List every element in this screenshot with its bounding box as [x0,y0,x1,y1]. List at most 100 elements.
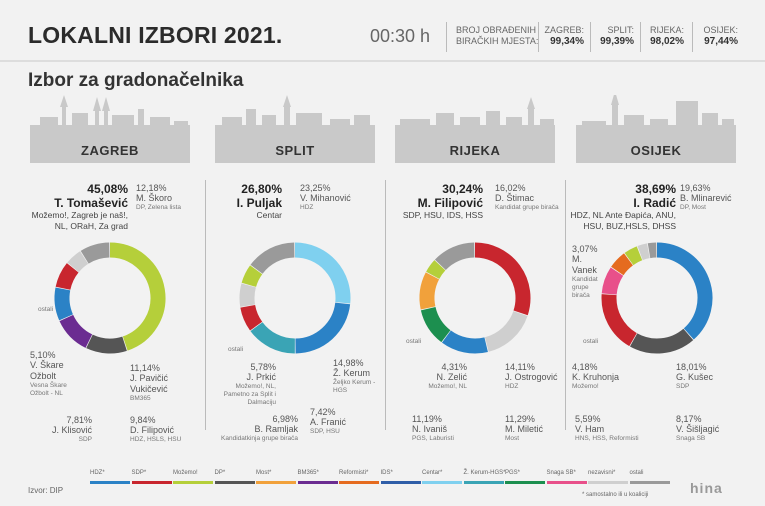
candidate-party: PGS, Laburisti [412,435,454,442]
count-value: 97,44% [704,36,738,47]
legend-swatch [505,481,545,484]
candidate-party: Kandidatkinja grupe birača [221,435,298,442]
candidate-party: HNS, HSS, Reformisti [575,435,639,442]
candidate-name: J. Ostrogović [505,372,558,382]
candidate-pct: 6,98% [272,414,298,424]
legend-label: PGS* [505,470,521,476]
city-name-zagreb: ZAGREB [81,143,139,158]
candidate-name: J. Prkić [246,372,276,382]
candidate-label: 23,25% V. Mihanović HDZ [300,183,375,212]
legend-swatch [256,481,296,484]
candidate-pct: 7,81% [66,415,92,425]
candidate-party: BM365 [130,395,151,402]
winner-party: HDZ, NL Ante Đapića, ANU, HSU, BUZ,HSLS,… [570,210,676,231]
city-band-zagreb [30,137,190,163]
header-divider [538,22,539,52]
candidate-pct: 4,31% [441,362,467,372]
candidate-label: 12,18% M. Škoro DP, Zelena lista [136,183,206,212]
legend-swatch [629,481,670,484]
others-label: ostali [228,346,244,353]
legend-label: ostali [629,470,644,476]
candidate-name: B. Ramljak [254,424,298,434]
candidate-party: HDZ, HSLS, HSU [130,436,182,443]
candidate-pct: 23,25% [300,183,331,193]
legend-swatch [422,481,462,484]
legend-label: IDS* [380,470,393,476]
candidate-pct: 11,14% [130,363,160,373]
processed-label-line1: BROJ OBRAĐENIH [456,25,537,35]
others-label: ostali [583,338,599,345]
count-city: ZAGREB: [544,25,584,35]
candidate-pct: 11,29% [505,414,535,424]
donut-slice-v-ham [611,253,634,276]
update-time: 00:30 h [370,26,431,46]
candidate-pct: 11,19% [412,414,442,424]
winner-label-osijek: 38,69% I. Radić HDZ, NL Ante Đapića, ANU… [568,182,676,231]
candidate-name: J. Klisović [51,425,92,435]
donut-slice-a-frani- [240,304,263,331]
candidate-name: N. Ivaniš [412,424,448,434]
candidate-pct: 18,01% [676,362,707,372]
donut-slice-ostali [80,242,110,264]
candidate-name: D. Štimac [495,193,535,203]
header-divider [640,22,641,52]
donut-slice-m-filipovi- [474,242,531,316]
candidate-name: A. Franić [310,417,347,427]
winner-pct: 26,80% [241,182,282,196]
legend-swatch [90,481,130,484]
donut-chart-zagreb [54,242,166,354]
donut-slice-n-ivani- [419,272,440,310]
candidate-name: Ž. Kerum [333,368,371,378]
donut-slice-j-ostrogovi- [441,330,488,354]
candidate-pct: 4,18% [572,362,598,372]
candidate-label: 7,81% J. Klisović SDP [30,415,92,444]
count-value: 99,34% [550,36,584,47]
candidate-label: 5,78% J. Prkić Možemo!, NL, Pametno za S… [218,362,276,407]
donut-slice-ostali [250,242,295,275]
donut-slice-n-zeli- [426,260,446,280]
legend-swatch [131,481,172,484]
legend-label: BM365* [297,470,319,476]
candidate-label: 7,42% A. Franić SDP, HSU [310,407,365,436]
candidate-label: 9,84% D. Filipović HDZ, HSLS, HSU [130,415,205,444]
candidate-party: SDP, HSU [310,428,340,435]
donut-chart-osijek [601,242,713,354]
count-osijek: OSIJEK: 97,44% [694,25,738,47]
subtitle: Izbor za gradonačelnika [28,70,244,91]
donut-slice-b-mlinarevi- [629,328,694,354]
count-split: SPLIT: 99,39% [592,25,634,47]
legend-label: Ž. Kerum-HGS* [463,470,506,476]
legend-swatch [546,481,587,484]
legend-swatch [380,481,421,484]
donut-slice-d-timac [484,310,528,352]
winner-label-zagreb: 45,08% T. Tomašević Možemo!, Zagreb je n… [30,182,128,231]
winner-pct: 38,69% [635,182,676,196]
processed-label-line2: BIRAČKIH MJESTA: [456,36,539,46]
candidate-pct: 5,10% [30,350,56,360]
header-divider [590,22,591,52]
skyline-illustration [30,95,736,139]
legend-label: Most* [256,470,272,476]
winner-pct: 45,08% [87,182,128,196]
candidate-pct: 16,02% [495,183,526,193]
legend-label: SDP* [131,470,147,476]
candidate-party: DP, Most [680,204,706,211]
candidate-name: V. Škare Ožbolt [30,360,64,381]
donut-chart-split [239,242,351,354]
donut-slice--kerum [250,321,296,354]
candidate-name: N. Zelić [436,372,467,382]
donut-chart-rijeka [419,242,531,354]
source-label: Izvor: DIP [28,486,64,495]
candidate-label: 11,14% J. Pavičić Vukičević BM365 [130,363,200,403]
candidate-pct: 8,17% [676,414,702,424]
donut-slice-g-ku-ec [601,294,638,347]
candidate-label: 6,98% B. Ramljak Kandidatkinja grupe bir… [218,414,298,443]
donut-slice-ostali [434,242,475,271]
candidate-name: G. Kušec [676,372,714,382]
candidate-name: B. Mlinarević [680,193,732,203]
candidate-pct: 19,63% [680,183,711,193]
city-band-osijek [576,137,736,163]
candidate-party: HDZ [300,204,314,211]
candidate-name: M. Miletić [505,424,543,434]
winner-name: T. Tomašević [54,196,128,210]
